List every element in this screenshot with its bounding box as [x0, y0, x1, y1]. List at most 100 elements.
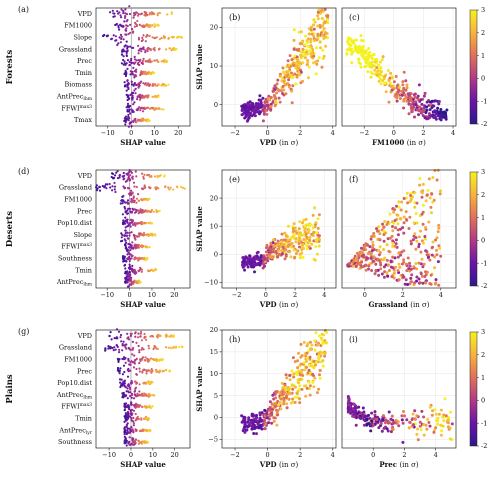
data-point	[282, 243, 286, 246]
shap-point	[156, 210, 159, 213]
data-point	[301, 221, 304, 225]
shap-point	[131, 192, 134, 195]
shap-point	[110, 338, 113, 341]
dependence-frame	[341, 329, 457, 449]
data-point	[303, 368, 307, 372]
data-point	[398, 85, 401, 89]
data-point	[304, 217, 308, 221]
data-point	[434, 426, 438, 430]
data-point	[307, 363, 311, 367]
shap-point	[139, 335, 142, 338]
shap-point	[133, 380, 137, 383]
dependence-points	[346, 168, 443, 287]
shap-point	[128, 5, 131, 8]
data-point	[413, 409, 417, 413]
data-point	[319, 31, 323, 35]
data-point	[413, 95, 417, 99]
data-point	[385, 427, 389, 431]
data-point	[384, 418, 388, 422]
data-point	[401, 80, 405, 84]
shap-point	[149, 73, 152, 76]
data-point	[433, 109, 437, 113]
shap-point	[153, 344, 156, 348]
shap-point	[157, 334, 160, 338]
data-point	[385, 223, 389, 226]
dependence-frame	[221, 329, 337, 449]
data-point	[409, 99, 413, 103]
data-point	[277, 403, 281, 407]
shap-point	[123, 420, 126, 423]
shap-point	[137, 332, 140, 335]
feature-label: VPD	[77, 10, 92, 18]
shap-point	[107, 345, 110, 348]
data-point	[301, 79, 304, 83]
data-point	[305, 365, 309, 369]
shap-point	[126, 231, 129, 234]
shap-point	[134, 224, 137, 227]
shap-point	[119, 381, 122, 384]
data-point	[434, 238, 438, 242]
x-axis-label: VPD (in σ)	[259, 138, 299, 147]
data-point	[396, 269, 400, 273]
data-point	[422, 262, 426, 266]
shap-point	[116, 170, 119, 173]
data-point	[367, 47, 371, 50]
shap-point	[119, 333, 123, 337]
shap-point	[124, 361, 127, 364]
shap-point	[125, 444, 128, 447]
shap-point	[145, 372, 148, 375]
data-point	[299, 255, 303, 259]
shap-point	[131, 175, 134, 178]
data-point	[297, 351, 300, 355]
data-point	[312, 366, 316, 370]
data-point	[404, 278, 408, 282]
data-point	[274, 391, 278, 395]
data-point	[400, 200, 404, 204]
data-point	[421, 222, 425, 226]
data-point	[308, 238, 312, 242]
shap-point	[140, 61, 143, 65]
data-point	[321, 342, 324, 346]
x-tick-label: 2	[298, 129, 302, 137]
data-point	[274, 405, 277, 408]
feature-label-main: Prec	[77, 57, 92, 65]
data-point	[361, 413, 365, 417]
data-point	[386, 421, 390, 425]
shap-point	[149, 232, 152, 235]
data-point	[411, 412, 415, 416]
shap-point	[127, 285, 130, 288]
data-point	[276, 409, 280, 413]
shap-point	[139, 244, 142, 247]
data-point	[385, 258, 389, 262]
data-point	[408, 264, 412, 268]
data-point	[307, 380, 311, 384]
shap-point	[171, 335, 174, 338]
data-point	[271, 393, 275, 397]
feature-label-main: AntPrec	[56, 391, 84, 399]
shap-point	[122, 12, 125, 15]
shap-point	[127, 237, 130, 240]
data-point	[407, 112, 411, 116]
data-point	[263, 260, 267, 264]
shap-point	[128, 263, 131, 266]
shap-point	[116, 43, 119, 47]
data-point	[442, 413, 446, 417]
data-point	[396, 233, 400, 237]
shap-point	[133, 390, 136, 393]
shap-point	[120, 37, 123, 41]
shap-point	[114, 190, 117, 194]
shap-point	[163, 175, 166, 178]
shap-point	[132, 103, 135, 106]
shap-point	[127, 431, 130, 434]
shap-point	[123, 45, 126, 48]
feature-label-main: Slope	[74, 34, 93, 42]
data-point	[347, 396, 351, 400]
data-point	[303, 56, 307, 60]
data-point	[392, 80, 396, 84]
shap-point	[130, 418, 133, 422]
shap-point	[132, 196, 135, 199]
data-point	[365, 414, 369, 418]
shap-point	[126, 397, 129, 400]
data-point	[300, 354, 304, 358]
data-point	[389, 430, 393, 434]
